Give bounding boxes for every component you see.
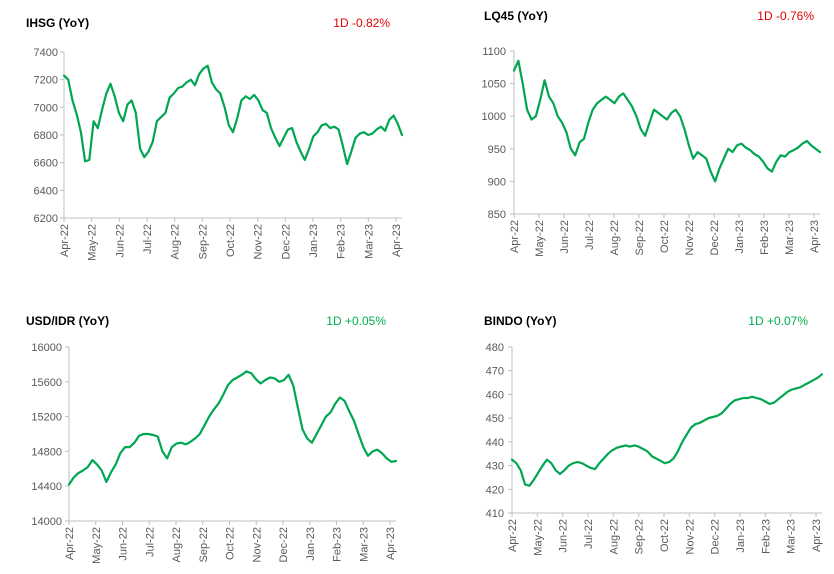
x-tick-label: Apr-23 xyxy=(811,519,823,552)
x-tick-label: Jan-23 xyxy=(735,519,747,553)
y-tick-label: 1050 xyxy=(482,79,506,91)
x-tick-label: Apr-23 xyxy=(391,224,403,257)
x-tick-label: Mar-23 xyxy=(784,220,796,255)
x-tick-label: Oct-22 xyxy=(659,519,671,552)
y-tick-label: 460 xyxy=(486,389,504,401)
x-tick-label: Apr-22 xyxy=(507,519,519,552)
x-tick-label: May-22 xyxy=(534,220,546,257)
y-tick-label: 7400 xyxy=(34,47,58,59)
x-tick-label: Jan-23 xyxy=(305,527,317,561)
x-tick-label: Feb-23 xyxy=(332,527,344,562)
x-tick-label: Jul-22 xyxy=(144,527,156,557)
chart-title: IHSG (YoY) xyxy=(26,16,89,30)
x-tick-label: Apr-22 xyxy=(64,527,76,560)
x-tick-label: Aug-22 xyxy=(171,527,183,562)
y-tick-label: 1100 xyxy=(482,46,506,58)
y-tick-label: 480 xyxy=(486,342,504,354)
x-tick-label: Jun-22 xyxy=(559,220,571,254)
y-tick-label: 950 xyxy=(488,144,506,156)
x-tick-label: Dec-22 xyxy=(280,224,292,259)
change-indicator: 1D +0.07% xyxy=(748,314,808,328)
x-tick-label: Feb-23 xyxy=(336,224,348,259)
y-tick-label: 6800 xyxy=(34,130,58,142)
change-indicator: 1D -0.82% xyxy=(333,16,390,30)
y-tick-label: 16000 xyxy=(31,342,62,354)
x-tick-label: May-22 xyxy=(91,527,103,564)
x-tick-label: Jul-22 xyxy=(583,519,595,549)
x-tick-label: Nov-22 xyxy=(684,220,696,255)
series-line xyxy=(62,64,404,166)
y-tick-label: 7200 xyxy=(34,75,58,87)
x-tick-label: Jun-22 xyxy=(114,224,126,258)
x-tick-label: Jan-23 xyxy=(734,220,746,254)
y-tick-label: 420 xyxy=(486,484,504,496)
x-tick-label: Mar-23 xyxy=(358,527,370,562)
y-tick-label: 14400 xyxy=(31,481,62,493)
x-tick-label: Nov-22 xyxy=(253,224,265,259)
x-tick-label: Jul-22 xyxy=(584,220,596,250)
x-tick-label: Jun-22 xyxy=(558,519,570,553)
x-tick-label: Feb-23 xyxy=(760,519,772,554)
x-tick-label: Aug-22 xyxy=(608,519,620,554)
x-tick-label: Apr-22 xyxy=(59,224,71,257)
y-tick-label: 6600 xyxy=(34,158,58,170)
x-tick-label: Sep-22 xyxy=(634,220,646,255)
x-tick-label: Apr-23 xyxy=(809,220,821,253)
x-tick-label: Sep-22 xyxy=(198,527,210,562)
y-tick-label: 430 xyxy=(486,461,504,473)
x-tick-label: Oct-22 xyxy=(659,220,671,253)
chart-panel-lq45: LQ45 (YoY) 1D -0.76% 850 900 950 1000 1050 11… xyxy=(482,9,822,257)
y-tick-label: 7000 xyxy=(34,102,58,114)
x-tick-label: Feb-23 xyxy=(759,220,771,255)
x-tick-label: Mar-23 xyxy=(363,224,375,259)
y-tick-label: 6400 xyxy=(34,185,58,197)
x-tick-label: Mar-23 xyxy=(786,519,798,554)
x-tick-label: Oct-22 xyxy=(225,527,237,560)
x-tick-label: Sep-22 xyxy=(197,224,209,259)
x-tick-label: Dec-22 xyxy=(709,220,721,255)
y-tick-label: 850 xyxy=(488,209,506,221)
x-tick-label: Aug-22 xyxy=(170,224,182,259)
x-tick-label: Apr-23 xyxy=(385,527,397,560)
change-indicator: 1D +0.05% xyxy=(326,314,386,328)
x-tick-label: Sep-22 xyxy=(634,519,646,554)
x-tick-label: Dec-22 xyxy=(710,519,722,554)
series-line xyxy=(510,373,824,487)
x-tick-label: Nov-22 xyxy=(684,519,696,554)
x-tick-label: Nov-22 xyxy=(251,527,263,562)
chart-title: LQ45 (YoY) xyxy=(484,9,548,23)
y-tick-label: 900 xyxy=(488,176,506,188)
x-tick-label: Jul-22 xyxy=(142,224,154,254)
series-line xyxy=(67,370,398,486)
y-tick-label: 14800 xyxy=(31,446,62,458)
x-tick-label: Apr-22 xyxy=(509,220,521,253)
y-tick-label: 15600 xyxy=(31,377,62,389)
y-tick-label: 6200 xyxy=(34,213,58,225)
y-tick-label: 410 xyxy=(486,508,504,520)
chart-title: BINDO (YoY) xyxy=(484,314,556,328)
chart-panel-ihsg: IHSG (YoY) 1D -0.82% 6200 6400 6600 6800 700… xyxy=(26,16,404,261)
chart-title: USD/IDR (YoY) xyxy=(26,314,109,328)
series-line xyxy=(512,59,822,183)
x-tick-label: May-22 xyxy=(87,224,99,261)
y-tick-label: 14000 xyxy=(31,516,62,528)
y-tick-label: 470 xyxy=(486,366,504,378)
change-indicator: 1D -0.76% xyxy=(757,9,814,23)
x-tick-label: Oct-22 xyxy=(225,224,237,257)
x-tick-label: Jun-22 xyxy=(118,527,130,561)
y-tick-label: 450 xyxy=(486,413,504,425)
chart-panel-usd-idr: USD/IDR (YoY) 1D +0.05% 14000 14400 14800 1… xyxy=(26,314,398,564)
x-tick-label: May-22 xyxy=(532,519,544,556)
x-tick-label: Aug-22 xyxy=(609,220,621,255)
chart-panel-bindo: BINDO (YoY) 1D +0.07% 410 420 430 440 450 460… xyxy=(484,314,824,556)
y-tick-label: 1000 xyxy=(482,111,506,123)
y-tick-label: 15200 xyxy=(31,412,62,424)
y-tick-label: 440 xyxy=(486,437,504,449)
x-tick-label: Dec-22 xyxy=(278,527,290,562)
x-tick-label: Jan-23 xyxy=(308,224,320,258)
